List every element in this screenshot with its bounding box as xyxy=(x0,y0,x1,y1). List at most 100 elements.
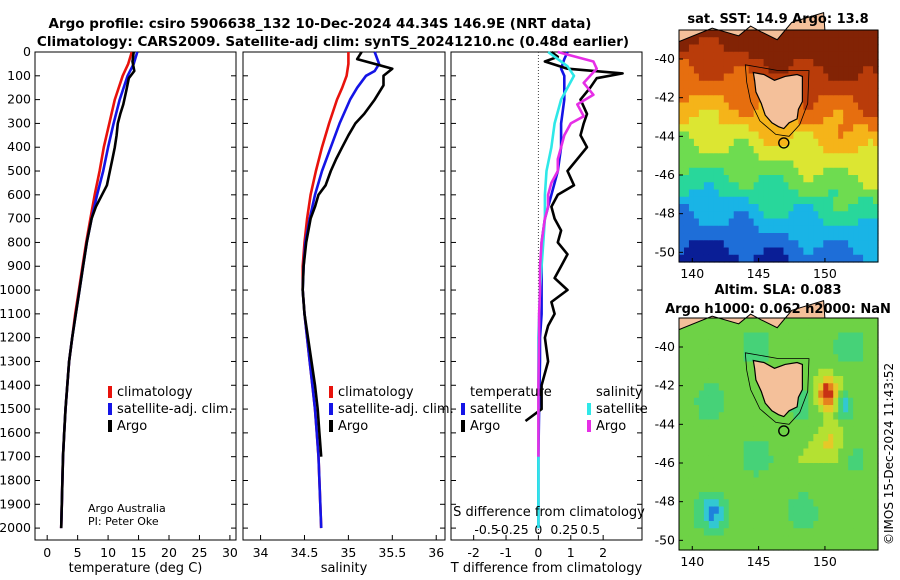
map-cell xyxy=(803,434,809,442)
map-cell xyxy=(763,441,770,450)
map-cell xyxy=(683,419,690,428)
map-cell xyxy=(853,30,859,38)
map-cell xyxy=(718,535,725,544)
map-cell xyxy=(778,521,785,529)
map-cell xyxy=(813,218,819,227)
sla-map-title-2: Argo h1000: 0.062 h2000: NaN xyxy=(665,302,891,317)
map-cell xyxy=(868,59,874,67)
map-cell xyxy=(698,182,705,191)
map-cell xyxy=(788,499,795,508)
map-cell xyxy=(688,426,695,435)
map-cell xyxy=(873,470,879,479)
map-cell xyxy=(858,339,864,348)
map-cell xyxy=(873,88,879,96)
map-cell xyxy=(833,397,839,406)
map-cell xyxy=(823,361,829,370)
map-cell xyxy=(723,455,730,464)
map-cell xyxy=(728,405,735,413)
map-cell xyxy=(693,542,700,551)
map-cell xyxy=(868,88,874,96)
map-cell xyxy=(708,73,715,82)
map-cell xyxy=(773,44,780,53)
map-cell xyxy=(773,131,780,140)
map-cell xyxy=(723,434,730,442)
map-cell xyxy=(798,535,804,544)
map-cell xyxy=(838,88,844,96)
map-cell xyxy=(868,419,874,428)
map-cell xyxy=(688,455,695,464)
map-cell xyxy=(828,138,834,147)
map-cell xyxy=(793,354,799,363)
map-cell xyxy=(853,441,859,450)
map-cell xyxy=(723,182,730,191)
map-cell xyxy=(713,73,720,82)
map-cell xyxy=(708,175,715,183)
map-cell xyxy=(848,233,854,241)
map-cell xyxy=(818,528,824,537)
map-cell xyxy=(768,448,775,457)
map-cell xyxy=(743,37,750,46)
map-cell xyxy=(843,124,849,133)
map-cell xyxy=(853,528,859,537)
map-cell xyxy=(708,102,715,111)
map-cell xyxy=(873,117,879,125)
map-cell xyxy=(683,167,690,176)
map-cell xyxy=(743,441,750,450)
map-cell xyxy=(838,412,844,421)
map-cell xyxy=(828,225,834,234)
map-cell xyxy=(688,521,695,529)
map-cell xyxy=(823,88,829,96)
map-cell xyxy=(838,434,844,442)
map-cell xyxy=(808,477,814,486)
map-cell xyxy=(843,376,849,384)
map-cell xyxy=(868,499,874,508)
map-cell xyxy=(703,102,710,111)
map-cell xyxy=(713,412,720,421)
map-cell xyxy=(763,434,770,442)
map-cell xyxy=(808,492,814,500)
map-cell xyxy=(818,419,824,428)
map-cell xyxy=(823,325,829,334)
map-cell xyxy=(688,51,695,60)
map-cell xyxy=(763,196,770,205)
legend-label-satellite: satellite-adj. clim. xyxy=(338,402,454,417)
y-tick-label: -46 xyxy=(655,455,675,470)
map-cell xyxy=(768,542,775,551)
map-cell xyxy=(698,339,705,348)
y-tick-label: -50 xyxy=(655,532,675,547)
map-cell xyxy=(828,332,834,341)
map-cell xyxy=(808,513,814,522)
map-cell xyxy=(848,254,854,263)
map-cell xyxy=(748,325,755,334)
map-cell xyxy=(753,124,760,133)
map-cell xyxy=(823,240,829,249)
map-cell xyxy=(858,318,864,326)
map-frame xyxy=(678,29,879,263)
map-cell xyxy=(838,160,844,169)
map-cell xyxy=(758,131,765,140)
map-cell xyxy=(708,88,715,96)
map-cell xyxy=(683,390,690,399)
map-cell xyxy=(853,196,859,205)
map-cell xyxy=(823,426,829,435)
map-cell xyxy=(818,182,824,191)
map-cell xyxy=(823,339,829,348)
map-cell xyxy=(788,233,795,241)
map-cell xyxy=(748,528,755,537)
map-cell xyxy=(718,390,725,399)
map-cell xyxy=(708,44,715,53)
map-cell xyxy=(733,102,740,111)
map-cell xyxy=(853,146,859,154)
map-cell xyxy=(833,131,839,140)
map-cell xyxy=(743,376,750,384)
map-cell xyxy=(688,80,695,89)
map-cell xyxy=(733,470,740,479)
map-cell xyxy=(843,30,849,38)
map-cell xyxy=(708,492,715,500)
map-cell xyxy=(723,233,730,241)
map-cell xyxy=(703,412,710,421)
map-cell xyxy=(698,153,705,162)
map-cell xyxy=(808,441,814,450)
map-cell xyxy=(693,66,700,75)
map-cell xyxy=(679,405,685,413)
